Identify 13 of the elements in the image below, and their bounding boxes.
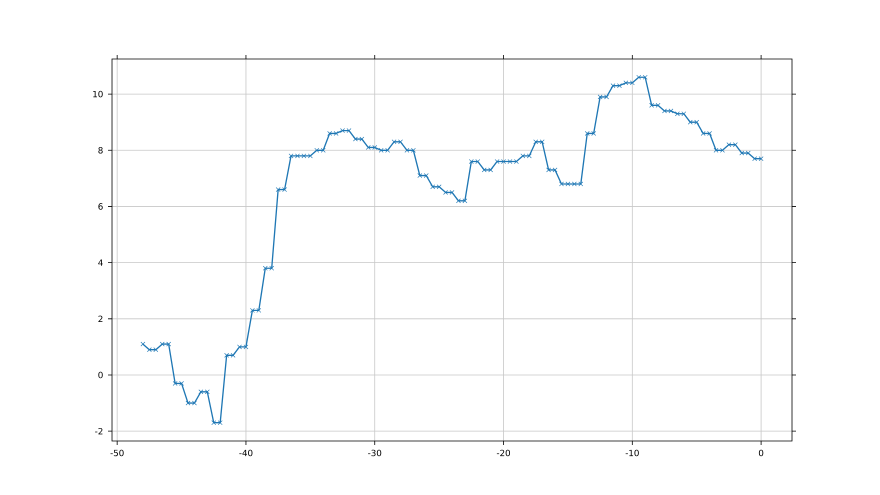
x-tick-label: -10 xyxy=(626,450,639,456)
y-tick-label: 8 xyxy=(98,147,103,154)
y-tick-label: 4 xyxy=(98,259,103,266)
y-tick-label: 2 xyxy=(98,316,102,322)
x-tick-label: -30 xyxy=(368,450,382,456)
y-tick-label: 10 xyxy=(93,90,103,98)
y-tick-label: 6 xyxy=(98,203,103,210)
x-tick-label: 0 xyxy=(758,450,764,456)
x-tick-label: -50 xyxy=(110,450,124,456)
y-tick-label: -2 xyxy=(95,428,102,434)
x-tick-label: -20 xyxy=(496,450,510,456)
x-tick-label: -40 xyxy=(239,450,252,456)
y-tick-label: 0 xyxy=(98,372,103,378)
